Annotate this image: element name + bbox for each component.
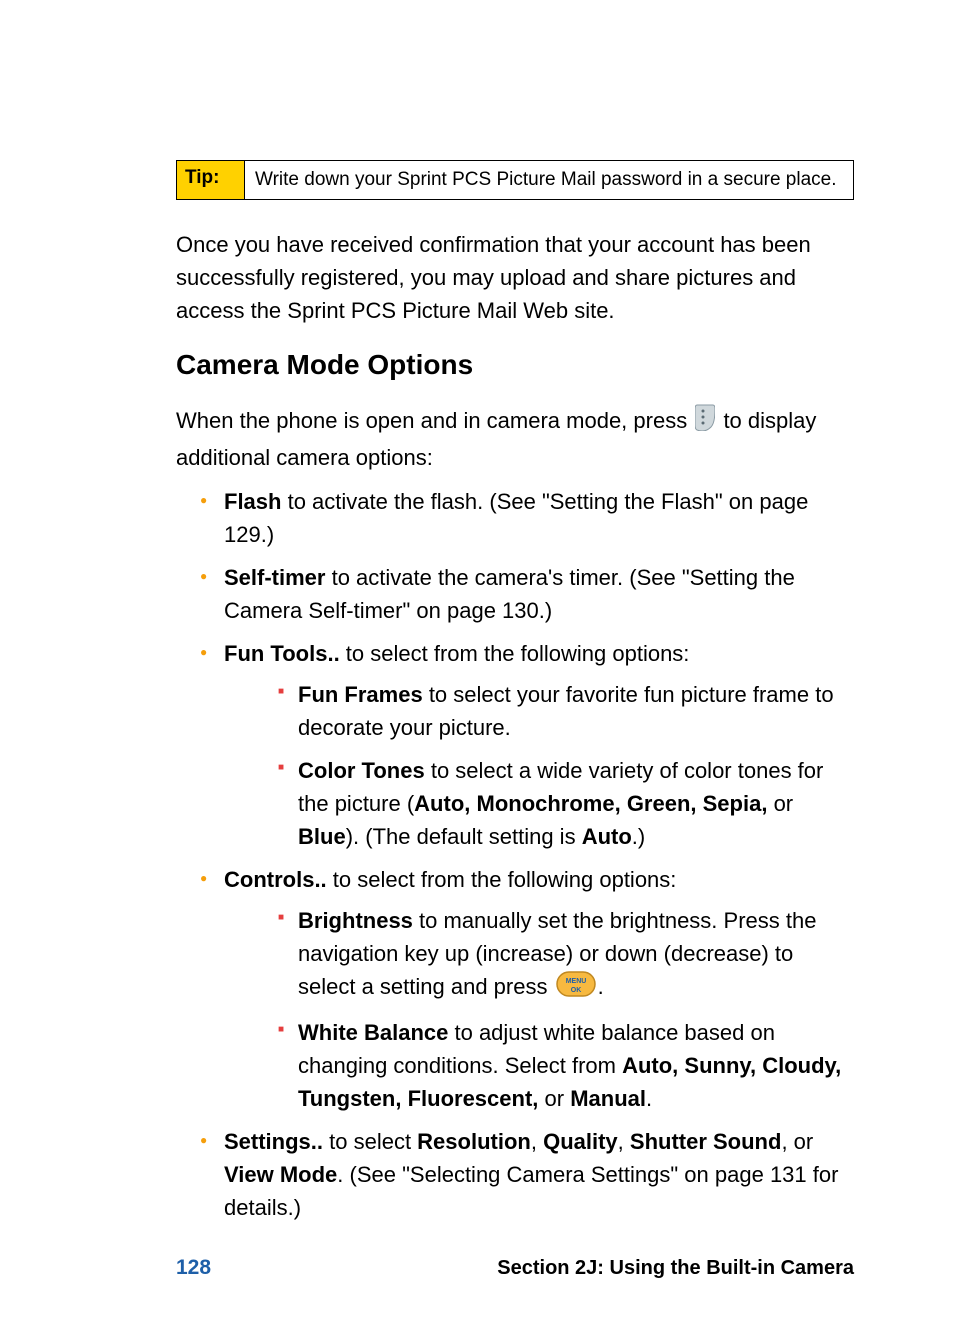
- sub-funframes-bold: Fun Frames: [298, 682, 423, 707]
- bullet-funtools: Fun Tools.. to select from the following…: [200, 637, 854, 853]
- sub-colortones-blue: Blue: [298, 824, 346, 849]
- sub-whitebal-or: or: [538, 1086, 570, 1111]
- sub-colortones-list: Auto, Monochrome, Green, Sepia,: [414, 791, 767, 816]
- sub-whitebal-bold: White Balance: [298, 1020, 448, 1045]
- options-list: Flash to activate the flash. (See "Setti…: [176, 485, 854, 1224]
- settings-qual: Quality: [543, 1129, 618, 1154]
- svg-text:OK: OK: [570, 987, 581, 994]
- sub-colortones: Color Tones to select a wide variety of …: [278, 754, 854, 853]
- bullet-funtools-bold: Fun Tools..: [224, 641, 340, 666]
- camera-mode-text-a: When the phone is open and in camera mod…: [176, 408, 693, 433]
- camera-mode-paragraph: When the phone is open and in camera mod…: [176, 403, 854, 475]
- funtools-sublist: Fun Frames to select your favorite fun p…: [224, 678, 854, 853]
- bullet-settings-bold: Settings..: [224, 1129, 323, 1154]
- bullet-settings: Settings.. to select Resolution, Quality…: [200, 1125, 854, 1224]
- heading-camera-mode-options: Camera Mode Options: [176, 349, 854, 381]
- sub-whitebal-manual: Manual: [570, 1086, 646, 1111]
- page-number: 128: [176, 1256, 211, 1280]
- settings-res: Resolution: [417, 1129, 531, 1154]
- bullet-flash-rest: to activate the flash. (See "Setting the…: [224, 489, 808, 547]
- settings-view: View Mode: [224, 1162, 337, 1187]
- sub-funframes: Fun Frames to select your favorite fun p…: [278, 678, 854, 744]
- settings-c2: ,: [618, 1129, 630, 1154]
- svg-text:MENU: MENU: [565, 978, 586, 985]
- settings-c3: , or: [781, 1129, 813, 1154]
- bullet-funtools-rest: to select from the following options:: [340, 641, 690, 666]
- sub-whitebal-b: .: [646, 1086, 652, 1111]
- footer-section-title: Section 2J: Using the Built-in Camera: [497, 1257, 854, 1280]
- bullet-flash: Flash to activate the flash. (See "Setti…: [200, 485, 854, 551]
- sub-brightness-b: .: [598, 974, 604, 999]
- bullet-settings-a: to select: [323, 1129, 417, 1154]
- sub-brightness: Brightness to manually set the brightnes…: [278, 904, 854, 1006]
- controls-sublist: Brightness to manually set the brightnes…: [224, 904, 854, 1115]
- sub-colortones-b: ). (The default setting is: [346, 824, 582, 849]
- sub-colortones-c: .): [632, 824, 645, 849]
- sub-brightness-bold: Brightness: [298, 908, 413, 933]
- sub-colortones-auto: Auto: [582, 824, 632, 849]
- sub-colortones-bold: Color Tones: [298, 758, 425, 783]
- tip-box: Tip: Write down your Sprint PCS Picture …: [176, 160, 854, 200]
- tip-label-cell: Tip:: [177, 161, 245, 199]
- intro-paragraph: Once you have received confirmation that…: [176, 228, 854, 327]
- sub-colortones-or: or: [767, 791, 793, 816]
- tip-text: Write down your Sprint PCS Picture Mail …: [255, 169, 837, 190]
- tip-text-cell: Write down your Sprint PCS Picture Mail …: [245, 161, 853, 199]
- sub-whitebalance: White Balance to adjust white balance ba…: [278, 1016, 854, 1115]
- bullet-controls-rest: to select from the following options:: [327, 867, 677, 892]
- bullet-controls-bold: Controls..: [224, 867, 327, 892]
- bullet-selftimer: Self-timer to activate the camera's time…: [200, 561, 854, 627]
- settings-c1: ,: [531, 1129, 543, 1154]
- menu-ok-key-icon: MENU OK: [556, 971, 596, 1006]
- options-key-icon: [695, 403, 715, 441]
- settings-shut: Shutter Sound: [630, 1129, 782, 1154]
- bullet-selftimer-bold: Self-timer: [224, 565, 325, 590]
- footer: 128 Section 2J: Using the Built-in Camer…: [176, 1256, 854, 1280]
- bullet-controls: Controls.. to select from the following …: [200, 863, 854, 1115]
- bullet-flash-bold: Flash: [224, 489, 281, 514]
- tip-label: Tip:: [185, 167, 219, 188]
